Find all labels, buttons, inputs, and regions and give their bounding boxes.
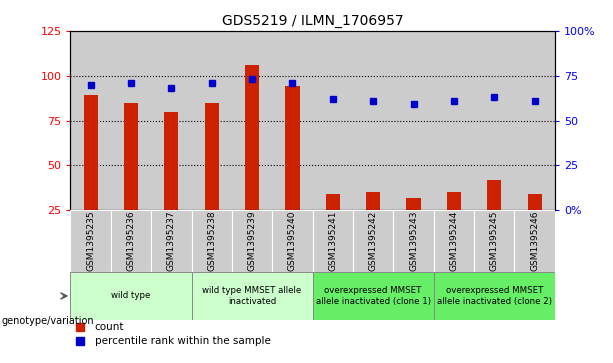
Bar — [111, 31, 151, 210]
Bar — [447, 192, 461, 210]
Text: GSM1395246: GSM1395246 — [530, 211, 539, 271]
Text: GSM1395242: GSM1395242 — [368, 211, 378, 271]
Bar — [474, 31, 514, 210]
Bar — [232, 31, 272, 210]
Text: count: count — [94, 322, 124, 333]
Bar — [272, 31, 313, 210]
Text: overexpressed MMSET
allele inactivated (clone 1): overexpressed MMSET allele inactivated (… — [316, 286, 431, 306]
Text: overexpressed MMSET
allele inactivated (clone 2): overexpressed MMSET allele inactivated (… — [436, 286, 552, 306]
Bar — [353, 210, 394, 272]
Title: GDS5219 / ILMN_1706957: GDS5219 / ILMN_1706957 — [222, 15, 403, 28]
Text: genotype/variation: genotype/variation — [2, 316, 94, 326]
Text: GSM1395235: GSM1395235 — [86, 211, 95, 271]
Bar — [487, 180, 501, 210]
Text: GSM1395245: GSM1395245 — [490, 211, 499, 271]
Bar — [164, 111, 178, 210]
Text: percentile rank within the sample: percentile rank within the sample — [94, 337, 270, 346]
Bar — [433, 210, 474, 272]
Bar — [70, 210, 111, 272]
Text: GSM1395243: GSM1395243 — [409, 211, 418, 271]
Bar — [326, 194, 340, 210]
Bar — [514, 210, 555, 272]
Bar — [70, 31, 111, 210]
Text: GSM1395238: GSM1395238 — [207, 211, 216, 271]
Bar — [313, 31, 353, 210]
Bar — [191, 210, 232, 272]
Text: GSM1395236: GSM1395236 — [126, 211, 135, 271]
Text: wild type MMSET allele
inactivated: wild type MMSET allele inactivated — [202, 286, 302, 306]
Text: GSM1395241: GSM1395241 — [329, 211, 337, 271]
Bar — [124, 103, 138, 210]
Bar — [394, 31, 434, 210]
Bar — [232, 210, 272, 272]
Bar — [406, 197, 421, 210]
Bar — [191, 272, 313, 320]
Bar — [514, 31, 555, 210]
Bar — [433, 272, 555, 320]
Bar — [366, 192, 380, 210]
Text: GSM1395244: GSM1395244 — [449, 211, 459, 271]
Bar — [70, 272, 191, 320]
Bar — [433, 31, 474, 210]
Bar — [528, 194, 542, 210]
Bar — [353, 31, 394, 210]
Bar — [191, 31, 232, 210]
Bar — [245, 65, 259, 210]
Bar — [151, 31, 191, 210]
Bar — [313, 272, 434, 320]
Bar — [286, 86, 300, 210]
Bar — [313, 210, 353, 272]
Text: GSM1395239: GSM1395239 — [248, 211, 257, 271]
Text: GSM1395240: GSM1395240 — [288, 211, 297, 271]
Bar — [394, 210, 434, 272]
Text: GSM1395237: GSM1395237 — [167, 211, 176, 271]
Bar — [205, 103, 219, 210]
Bar — [474, 210, 514, 272]
Bar — [272, 210, 313, 272]
Text: wild type: wild type — [112, 291, 151, 301]
Bar — [83, 95, 97, 210]
Bar — [151, 210, 191, 272]
Bar — [111, 210, 151, 272]
